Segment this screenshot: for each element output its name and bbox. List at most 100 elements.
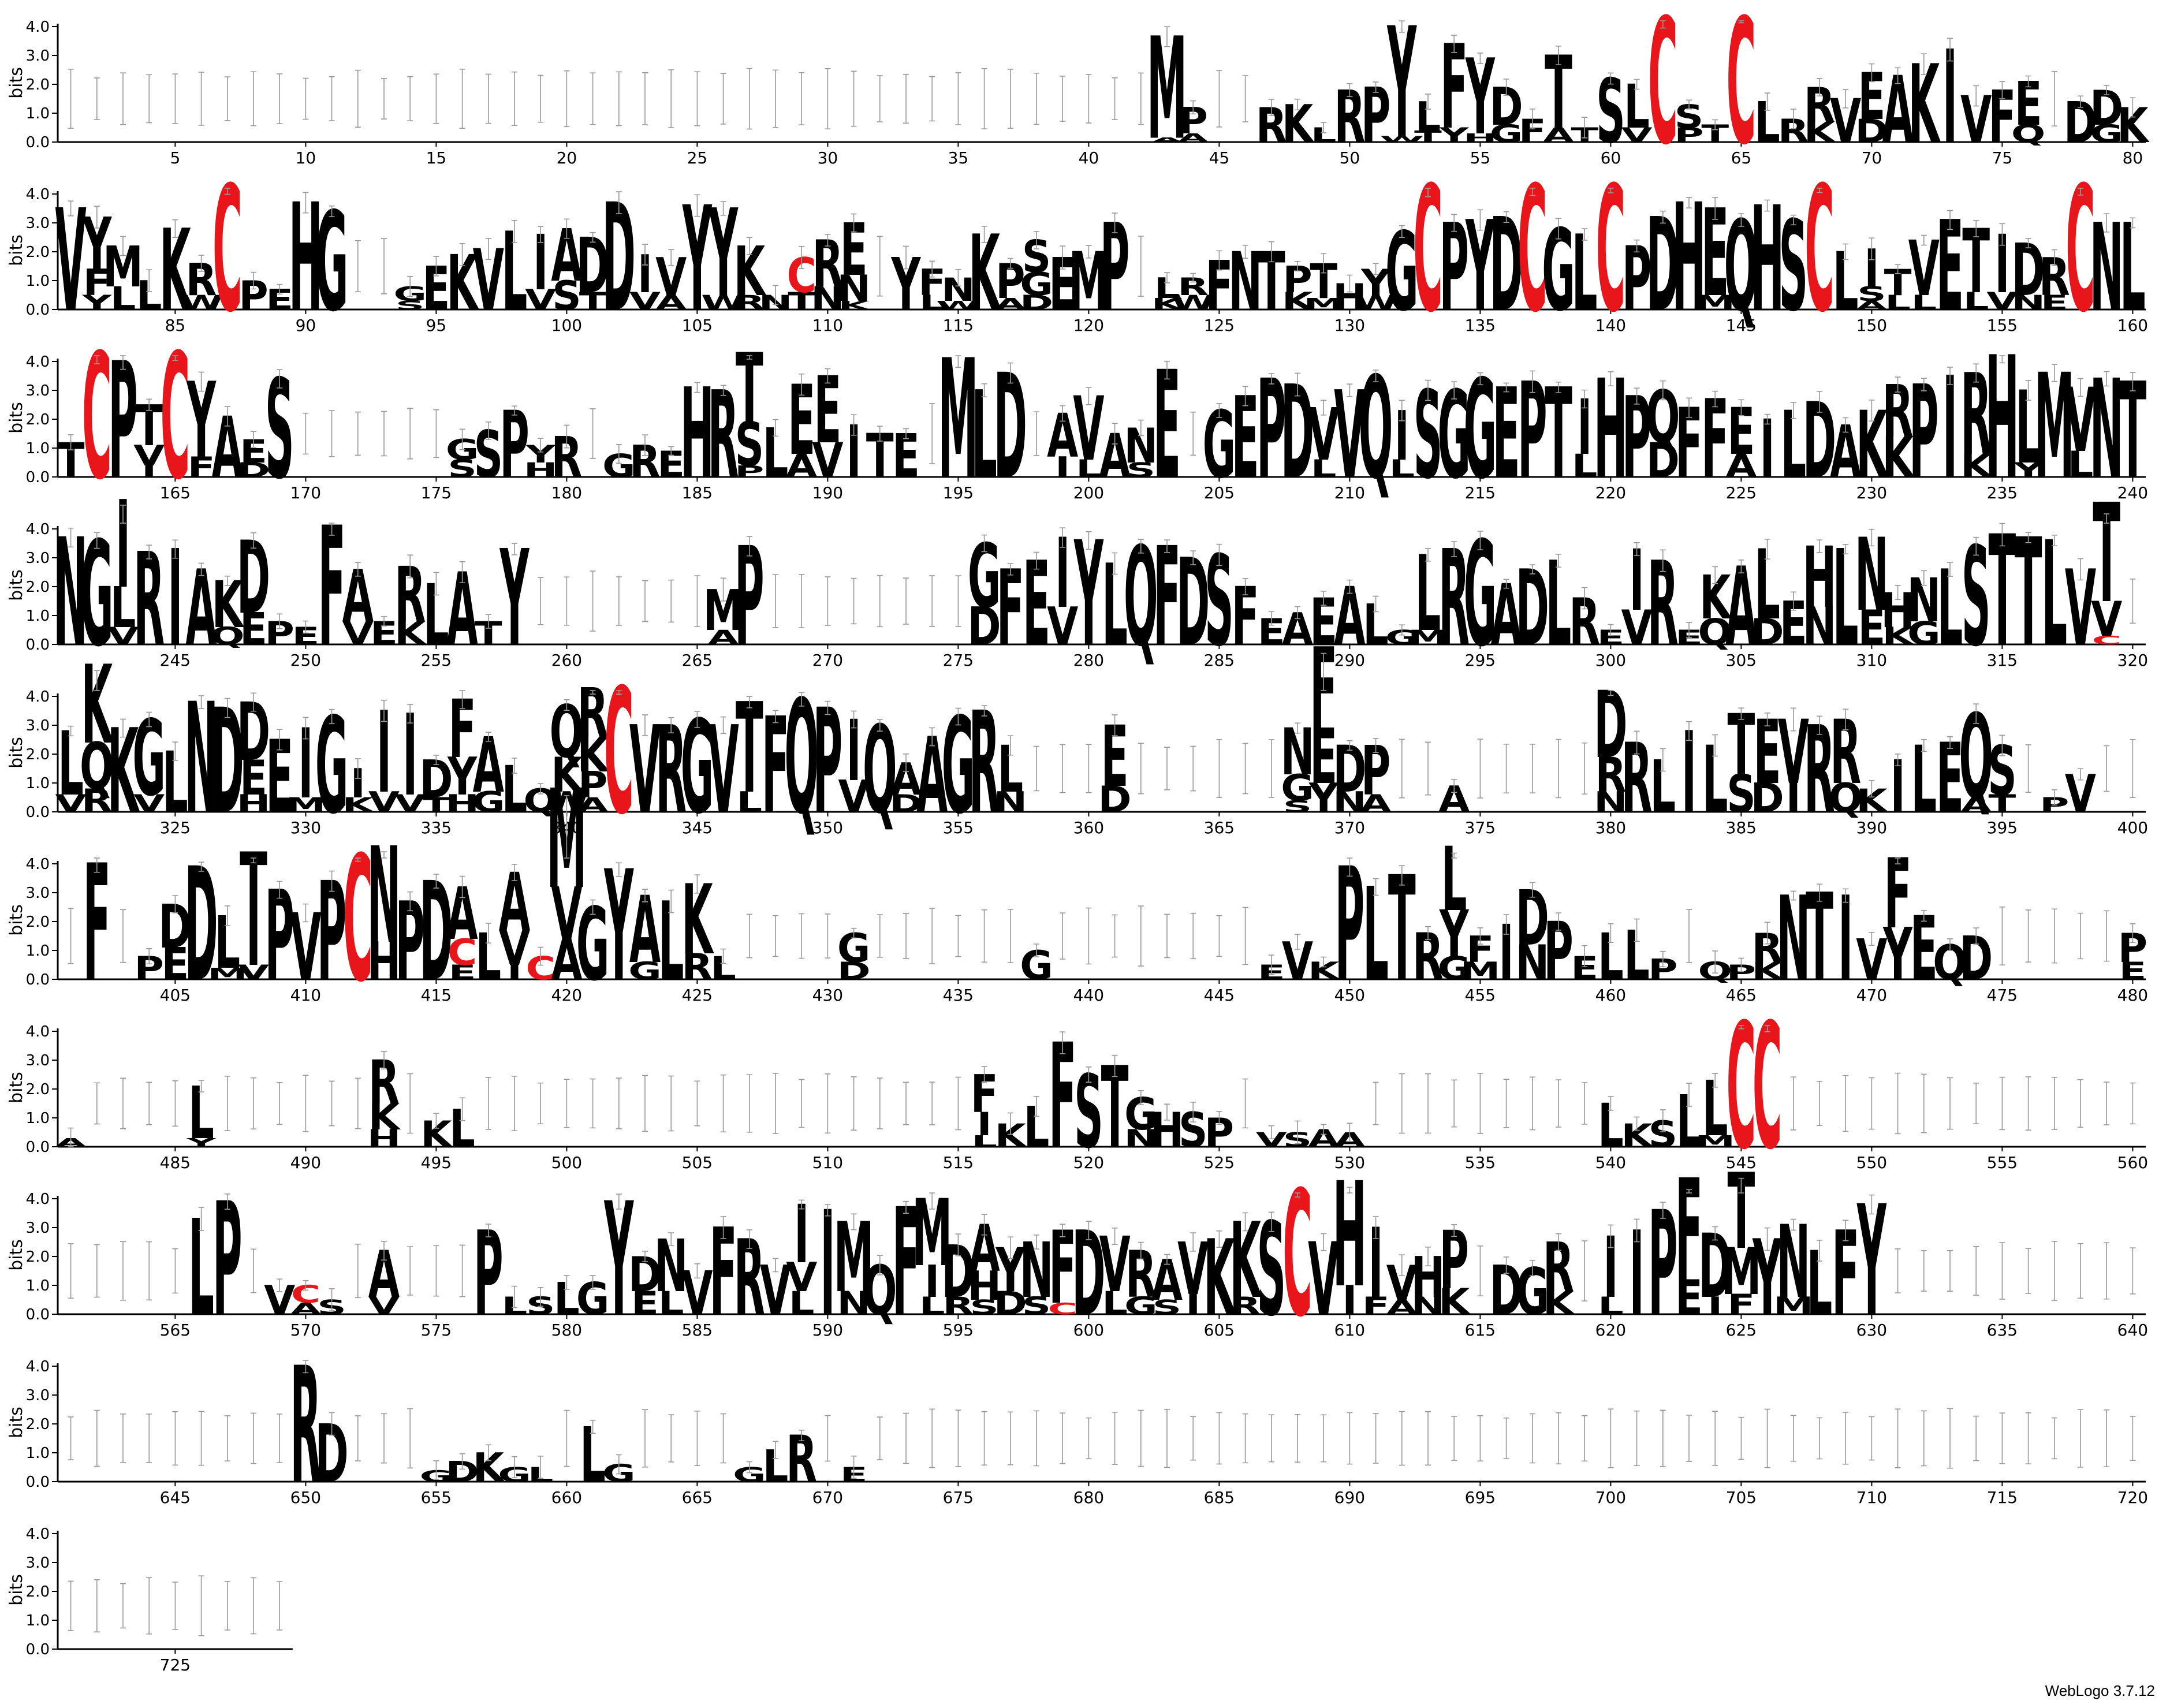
logo-letter: P: [1674, 124, 1703, 147]
x-tick-label: 440: [1073, 986, 1104, 1005]
logo-letter: L: [1389, 455, 1415, 483]
x-tick-label: 330: [290, 818, 321, 837]
x-tick-label: 695: [1465, 1488, 1496, 1507]
x-tick-label: 25: [687, 148, 708, 167]
y-tick-label: 3.0: [26, 1220, 50, 1237]
logo-letter: K: [420, 1113, 453, 1155]
x-tick-label: 135: [1465, 316, 1496, 335]
x-tick-label: 205: [1204, 483, 1235, 502]
logo-letter: L: [110, 575, 136, 640]
x-tick-label: 240: [2117, 483, 2148, 502]
logo-letter: Q: [1698, 611, 1732, 653]
y-tick-label: 1.0: [26, 1277, 50, 1295]
logo-letter: D: [1020, 292, 1053, 315]
y-tick-label: 0.0: [26, 1139, 50, 1156]
logo-letter: K: [1882, 424, 1915, 490]
logo-letter: T: [1989, 790, 2016, 818]
x-tick-label: 535: [1465, 1153, 1496, 1172]
logo-letter: R: [577, 674, 609, 753]
y-tick-label: 2.0: [26, 1583, 50, 1601]
x-tick-label: 635: [1987, 1321, 2018, 1340]
logo-letter: A: [1856, 299, 1887, 312]
x-tick-label: 485: [160, 1153, 191, 1172]
logo-letter: K: [1282, 94, 1315, 155]
logo-letter: V: [629, 288, 661, 315]
logo-letter: N: [1516, 935, 1550, 991]
logo-letter: I: [1786, 775, 1801, 822]
y-tick-label: 2.0: [26, 76, 50, 94]
x-tick-label: 495: [421, 1153, 452, 1172]
y-axis-label: bits: [6, 1239, 27, 1271]
y-tick-label: 2.0: [26, 411, 50, 428]
x-tick-label: 595: [943, 1321, 974, 1340]
x-tick-label: 310: [1856, 651, 1887, 670]
logo-letter: W: [701, 292, 745, 315]
logo-letter: V: [394, 790, 426, 818]
y-tick-label: 3.0: [26, 215, 50, 232]
logo-letter: V: [342, 614, 374, 652]
y-axis-label: bits: [6, 234, 27, 266]
y-tick-label: 3.0: [26, 1052, 50, 1069]
logo-letter: C: [1648, 0, 1677, 184]
x-tick-label: 690: [1334, 1488, 1365, 1507]
x-tick-label: 165: [160, 483, 191, 502]
logo-letter: C: [82, 318, 111, 519]
y-tick-label: 4.0: [26, 856, 50, 873]
logo-letter: C: [1596, 151, 1625, 351]
x-tick-label: 145: [1726, 316, 1757, 335]
y-axis-label: bits: [6, 737, 27, 769]
y-tick-label: 3.0: [26, 1387, 50, 1404]
y-tick-label: 4.0: [26, 688, 50, 706]
x-tick-label: 5: [170, 148, 180, 167]
y-tick-label: 2.0: [26, 244, 50, 261]
x-tick-label: 180: [551, 483, 582, 502]
logo-letter: E: [1858, 601, 1885, 656]
logo-letter: T: [240, 833, 267, 945]
logo-letter: I: [141, 462, 156, 480]
logo-letter: E: [2119, 957, 2146, 985]
x-tick-label: 400: [2117, 818, 2148, 837]
logo-letter: T: [579, 288, 607, 315]
logo-letter: D: [1751, 611, 1784, 653]
x-tick-label: 285: [1204, 651, 1235, 670]
x-tick-label: 640: [2117, 1321, 2148, 1340]
x-tick-label: 85: [165, 316, 186, 335]
logo-letter: V: [838, 771, 870, 823]
x-tick-label: 455: [1465, 986, 1496, 1005]
logo-letter: N: [367, 819, 401, 973]
x-tick-label: 245: [160, 651, 191, 670]
y-tick-label: 2.0: [26, 1081, 50, 1098]
x-tick-label: 200: [1073, 483, 1104, 502]
logo-letter: S: [552, 273, 581, 319]
logo-letter: K: [1282, 288, 1315, 315]
x-tick-label: 350: [812, 818, 843, 837]
x-tick-label: 375: [1465, 818, 1496, 837]
x-tick-label: 655: [421, 1488, 452, 1507]
logo-letter: L: [1911, 292, 1937, 315]
x-tick-label: 20: [557, 148, 577, 167]
logo-letter: K: [1308, 957, 1341, 985]
logo-letter: S: [735, 410, 764, 480]
logo-letter: C: [212, 151, 242, 351]
logo-letter: A: [577, 794, 609, 817]
y-axis-label: bits: [6, 1407, 27, 1438]
x-tick-label: 490: [290, 1153, 321, 1172]
logo-letter: T: [1728, 1152, 1755, 1273]
x-tick-label: 465: [1726, 986, 1757, 1005]
y-axis-label: bits: [6, 569, 27, 601]
logo-letter: A: [1360, 790, 1392, 818]
x-tick-label: 55: [1470, 148, 1491, 167]
logo-letter: K: [1151, 294, 1184, 313]
logo-letter: C: [161, 318, 190, 519]
logo-letter: F: [318, 492, 346, 683]
logo-letter: A: [655, 292, 687, 315]
x-tick-label: 705: [1726, 1488, 1757, 1507]
y-tick-label: 4.0: [26, 1358, 50, 1375]
y-tick-label: 1.0: [26, 1612, 50, 1629]
y-tick-label: 3.0: [26, 885, 50, 902]
y-tick-label: 3.0: [26, 1554, 50, 1572]
logo-letter: D: [889, 790, 923, 818]
logo-letter: E: [240, 604, 267, 655]
x-tick-label: 250: [290, 651, 321, 670]
logo-letter: V: [1047, 596, 1079, 657]
